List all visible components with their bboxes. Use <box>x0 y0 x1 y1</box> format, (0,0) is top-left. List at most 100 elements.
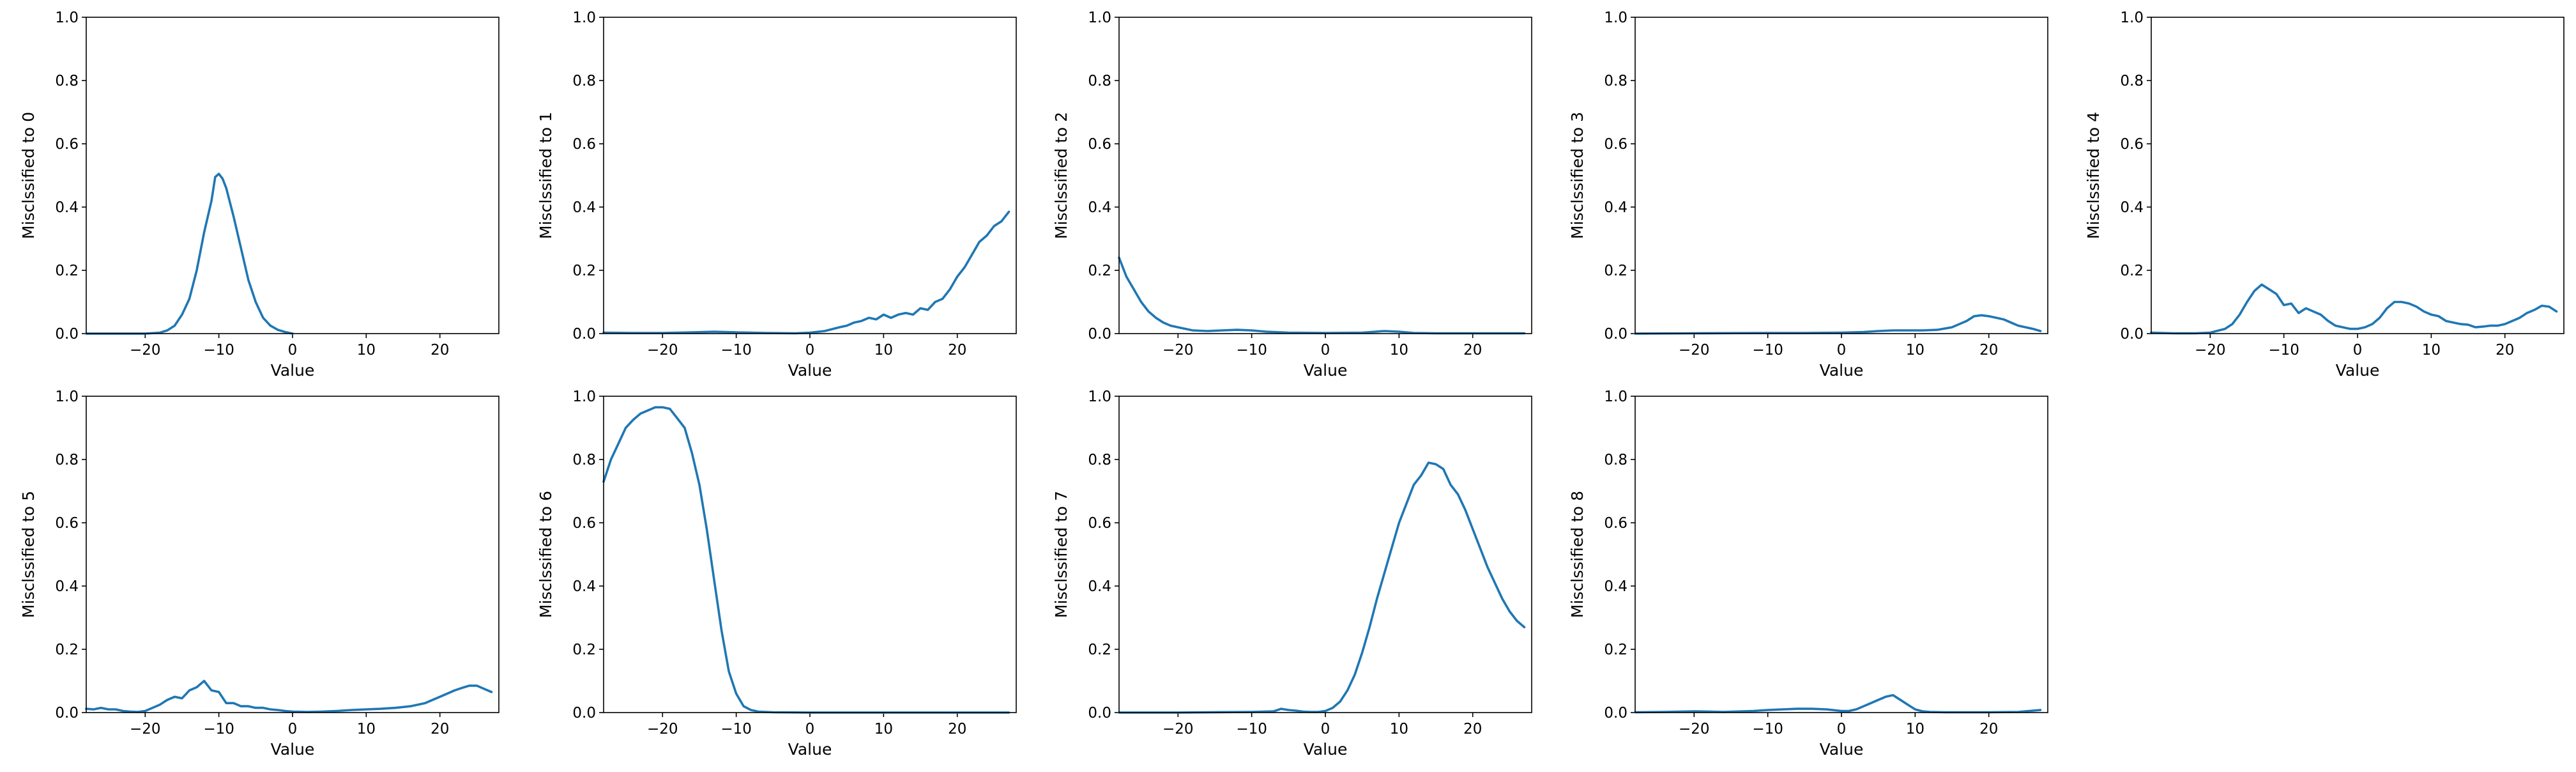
x-tick-label: −20 <box>647 721 678 737</box>
plot-frame <box>1635 17 2048 334</box>
plot-frame <box>2151 17 2565 334</box>
y-axis-label: Misclssified to 6 <box>537 491 555 618</box>
x-tick-label: 20 <box>1463 721 1482 737</box>
series-line <box>602 210 1010 335</box>
y-tick-label: 0.6 <box>1088 136 1111 153</box>
y-tick-label: 0.8 <box>55 452 79 468</box>
y-tick-label: 0.8 <box>2120 73 2144 89</box>
x-tick-label: 10 <box>357 342 376 359</box>
subplot-0: 0.0 0.2 0.4 0.6 0.8 1.0 −20 −10 0 10 20 Value Miscls… <box>19 10 499 380</box>
y-tick-label: 0.6 <box>572 136 596 153</box>
x-tick-label: −20 <box>130 721 161 737</box>
x-tick-label: 10 <box>874 721 893 737</box>
x-tick-label: 10 <box>1906 342 1924 359</box>
subplot-4: 0.0 0.2 0.4 0.6 0.8 1.0 −20 −10 0 10 20 Value Miscls… <box>2084 10 2565 380</box>
subplot-2: 0.0 0.2 0.4 0.6 0.8 1.0 −20 −10 0 10 20 Value Miscls… <box>1052 10 1532 380</box>
plot-frame <box>86 396 499 713</box>
x-axis-label: Value <box>1820 361 1864 380</box>
series-line <box>1634 694 2042 714</box>
plot-frame <box>603 17 1017 334</box>
x-tick-label: 0 <box>1321 342 1330 359</box>
y-tick-label: 0.6 <box>572 515 596 532</box>
y-tick-label: 0.0 <box>1088 326 1111 343</box>
x-tick-label: −10 <box>720 342 752 359</box>
y-tick-label: 0.0 <box>55 326 79 343</box>
y-tick-label: 0.4 <box>572 199 596 216</box>
x-tick-label: 10 <box>1906 721 1924 737</box>
y-tick-label: 0.8 <box>1088 452 1111 468</box>
x-tick-label: 20 <box>1979 342 1998 359</box>
x-tick-label: 10 <box>1390 721 1408 737</box>
y-tick-label: 0.0 <box>1604 326 1627 343</box>
x-tick-label: 0 <box>805 342 815 359</box>
plot-frame <box>1118 396 1532 713</box>
y-tick-label: 0.8 <box>1604 73 1627 89</box>
y-tick-label: 0.2 <box>1088 642 1111 658</box>
y-tick-label: 0.4 <box>1088 199 1111 216</box>
y-tick-label: 0.0 <box>572 705 596 722</box>
x-tick-label: 20 <box>1979 721 1998 737</box>
x-tick-label: −10 <box>1752 721 1783 737</box>
subplot-1: 0.0 0.2 0.4 0.6 0.8 1.0 −20 −10 0 10 20 Value Miscls… <box>537 10 1017 380</box>
x-tick-label: 20 <box>948 721 966 737</box>
x-tick-label: −10 <box>2268 342 2299 359</box>
x-axis-label: Value <box>1820 740 1864 759</box>
y-tick-label: 1.0 <box>1604 389 1627 405</box>
y-tick-label: 0.2 <box>1604 263 1627 279</box>
y-tick-label: 0.4 <box>55 199 79 216</box>
series-line <box>2150 283 2558 335</box>
y-tick-label: 0.4 <box>55 578 79 595</box>
x-tick-label: −20 <box>2195 342 2226 359</box>
series-line <box>602 406 1010 714</box>
y-tick-label: 0.8 <box>572 73 596 89</box>
x-tick-label: 20 <box>948 342 966 359</box>
y-tick-label: 0.0 <box>572 326 596 343</box>
x-tick-label: 20 <box>431 721 449 737</box>
series-line <box>1634 314 2042 335</box>
y-tick-label: 0.4 <box>572 578 596 595</box>
y-tick-label: 0.0 <box>1088 705 1111 722</box>
x-tick-label: 0 <box>805 721 815 737</box>
y-tick-label: 1.0 <box>1088 10 1111 26</box>
x-tick-label: 10 <box>357 721 376 737</box>
plot-frame <box>86 17 499 334</box>
y-tick-label: 0.4 <box>1604 578 1627 595</box>
plot-frame <box>1118 17 1532 334</box>
subplot-6: 0.0 0.2 0.4 0.6 0.8 1.0 −20 −10 0 10 20 Value Miscls… <box>537 389 1017 759</box>
y-tick-label: 1.0 <box>2120 10 2144 26</box>
plot-frame <box>603 396 1017 713</box>
x-tick-label: 0 <box>288 342 298 359</box>
x-tick-label: 0 <box>1321 721 1330 737</box>
x-tick-label: −10 <box>1236 342 1267 359</box>
x-axis-label: Value <box>1304 361 1348 380</box>
y-tick-label: 0.6 <box>1088 515 1111 532</box>
x-tick-label: −10 <box>203 342 234 359</box>
x-axis-label: Value <box>788 361 832 380</box>
x-axis-label: Value <box>271 740 315 759</box>
x-tick-label: 20 <box>431 342 449 359</box>
x-tick-label: 20 <box>2496 342 2514 359</box>
y-tick-label: 1.0 <box>1088 389 1111 405</box>
y-tick-label: 0.4 <box>1088 578 1111 595</box>
y-tick-label: 0.2 <box>1088 263 1111 279</box>
y-tick-label: 0.0 <box>55 705 79 722</box>
series-line <box>1118 256 1526 335</box>
x-tick-label: 10 <box>874 342 893 359</box>
y-axis-label: Misclssified to 4 <box>2084 112 2103 239</box>
y-tick-label: 1.0 <box>1604 10 1627 26</box>
x-tick-label: −10 <box>203 721 234 737</box>
y-axis-label: Misclssified to 3 <box>1568 112 1587 239</box>
y-tick-label: 0.8 <box>572 452 596 468</box>
y-tick-label: 1.0 <box>55 389 79 405</box>
y-tick-label: 0.2 <box>572 263 596 279</box>
x-tick-label: 0 <box>1837 342 1847 359</box>
y-tick-label: 0.8 <box>1604 452 1627 468</box>
y-tick-label: 0.6 <box>2120 136 2144 153</box>
y-tick-label: 0.2 <box>572 642 596 658</box>
y-tick-label: 0.8 <box>1088 73 1111 89</box>
x-tick-label: 10 <box>2422 342 2441 359</box>
series-line <box>1118 461 1526 714</box>
y-tick-label: 0.2 <box>55 642 79 658</box>
x-axis-label: Value <box>271 361 315 380</box>
